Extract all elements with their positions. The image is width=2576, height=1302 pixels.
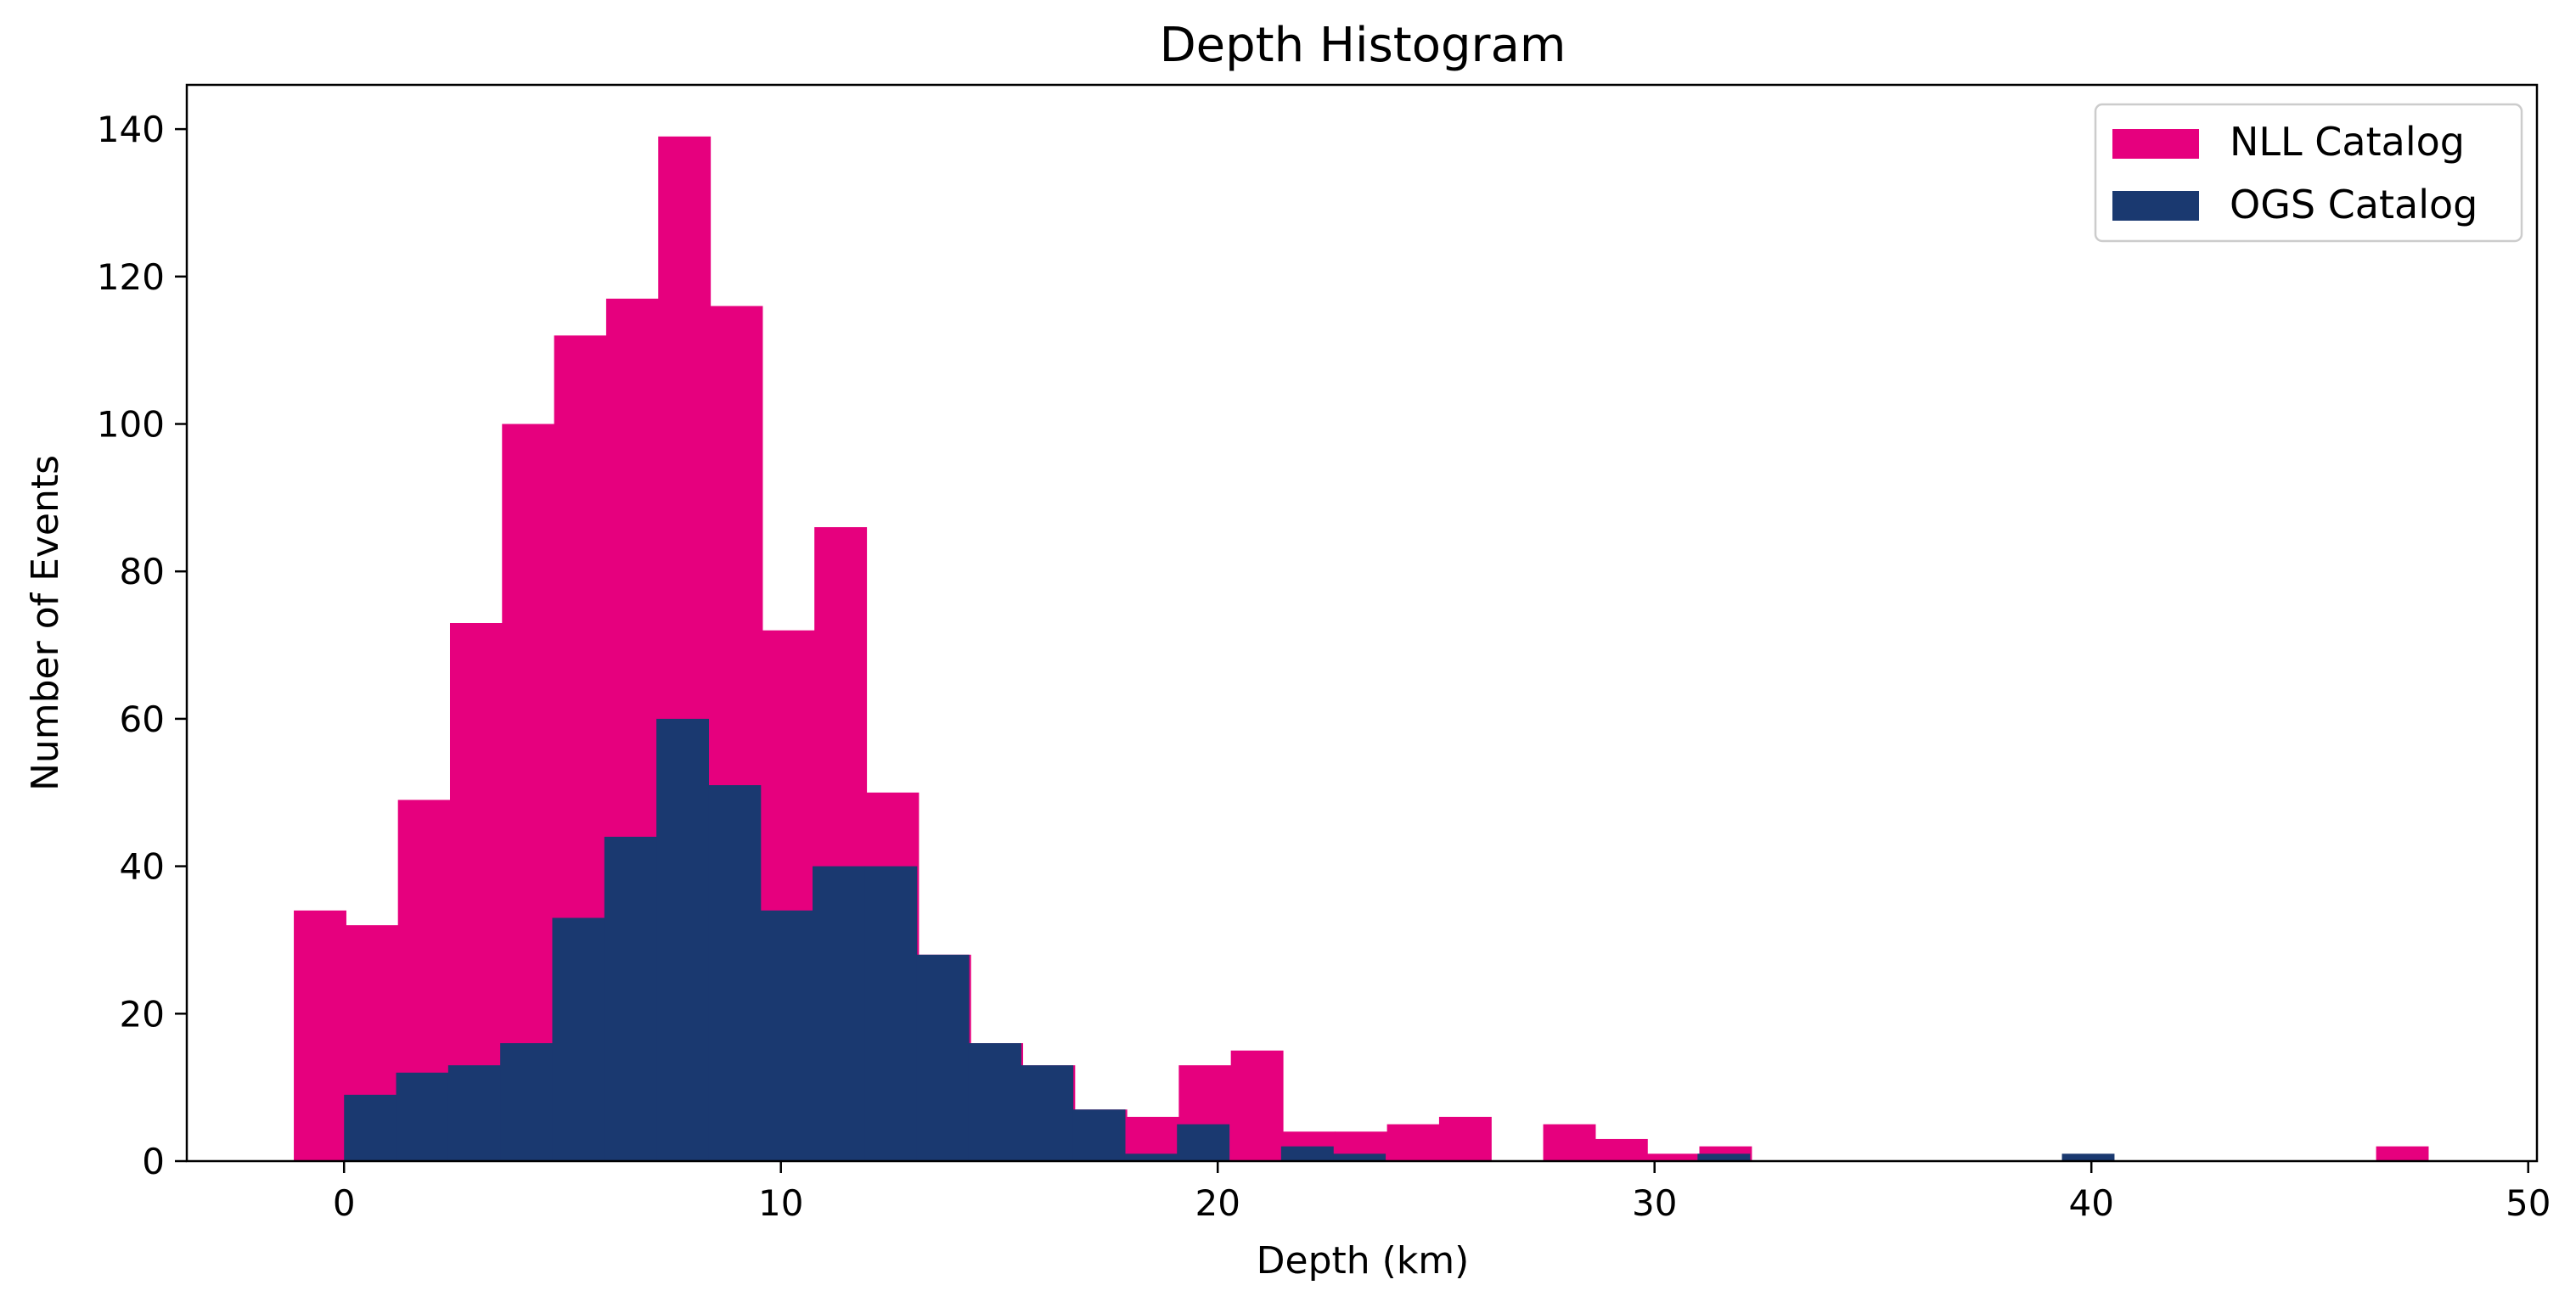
bar-ogs-16 — [1177, 1124, 1230, 1161]
bar-ogs-5 — [604, 836, 657, 1161]
x-axis-ticks: 0 10 20 30 40 50 — [333, 1161, 2551, 1224]
bar-nll-25 — [1595, 1138, 1648, 1161]
legend-label-nll: NLL Catalog — [2230, 119, 2465, 165]
x-tick-label-10: 10 — [758, 1182, 803, 1224]
bar-ogs-26 — [1697, 1153, 1751, 1161]
bar-nll-0 — [294, 910, 346, 1161]
bar-ogs-4 — [552, 918, 605, 1161]
x-axis-label: Depth (km) — [1257, 1239, 1470, 1282]
bar-nll-16 — [1127, 1116, 1179, 1161]
bar-ogs-18 — [1280, 1146, 1334, 1161]
bar-ogs-0 — [344, 1094, 397, 1161]
bar-ogs-15 — [1124, 1153, 1178, 1161]
bar-nll-4 — [502, 424, 555, 1161]
bar-nll-24 — [1543, 1124, 1596, 1161]
y-tick-label-40: 40 — [120, 846, 165, 888]
bar-nll-26 — [1647, 1153, 1701, 1161]
bar-nll-22 — [1438, 1116, 1492, 1161]
x-tick-label-20: 20 — [1195, 1182, 1240, 1224]
x-tick-label-0: 0 — [333, 1182, 356, 1224]
y-tick-label-140: 140 — [97, 109, 165, 150]
bar-ogs-2 — [447, 1065, 501, 1161]
bars-layer — [294, 136, 2429, 1161]
bar-ogs-3 — [500, 1043, 554, 1161]
bar-nll-18 — [1230, 1050, 1284, 1161]
bar-ogs-12 — [968, 1043, 1021, 1161]
y-tick-label-60: 60 — [120, 699, 165, 740]
bar-ogs-13 — [1021, 1065, 1074, 1161]
x-tick-label-30: 30 — [1632, 1182, 1677, 1224]
y-tick-label-80: 80 — [120, 551, 165, 592]
bar-ogs-6 — [656, 718, 710, 1161]
chart-title: Depth Histogram — [1160, 18, 1566, 73]
y-tick-label-0: 0 — [142, 1141, 165, 1182]
x-tick-label-40: 40 — [2068, 1182, 2113, 1224]
bar-ogs-9 — [813, 866, 865, 1161]
bar-ogs-7 — [708, 785, 762, 1161]
bar-ogs-19 — [1333, 1153, 1386, 1161]
legend-swatch-ogs — [2112, 191, 2199, 221]
bar-nll-21 — [1386, 1124, 1440, 1161]
plot-frame — [185, 83, 2539, 1163]
y-tick-label-100: 100 — [97, 404, 165, 446]
y-tick-label-120: 120 — [97, 256, 165, 298]
y-axis-label: Number of Events — [24, 455, 67, 791]
bar-nll-40 — [2376, 1146, 2429, 1161]
y-axis-ticks: 0 20 40 60 80 100 120 140 — [97, 109, 187, 1182]
legend-swatch-nll — [2112, 129, 2199, 159]
bar-ogs-14 — [1072, 1109, 1126, 1161]
bar-ogs-11 — [916, 954, 970, 1161]
y-tick-label-20: 20 — [120, 993, 165, 1035]
bar-ogs-1 — [396, 1072, 449, 1161]
legend: NLL Catalog OGS Catalog — [2094, 103, 2523, 243]
legend-label-ogs: OGS Catalog — [2230, 182, 2478, 227]
bar-ogs-10 — [864, 866, 918, 1161]
x-tick-label-50: 50 — [2506, 1182, 2551, 1224]
legend-frame — [2094, 103, 2523, 243]
bar-ogs-8 — [760, 910, 813, 1161]
bar-ogs-33 — [2061, 1153, 2115, 1161]
